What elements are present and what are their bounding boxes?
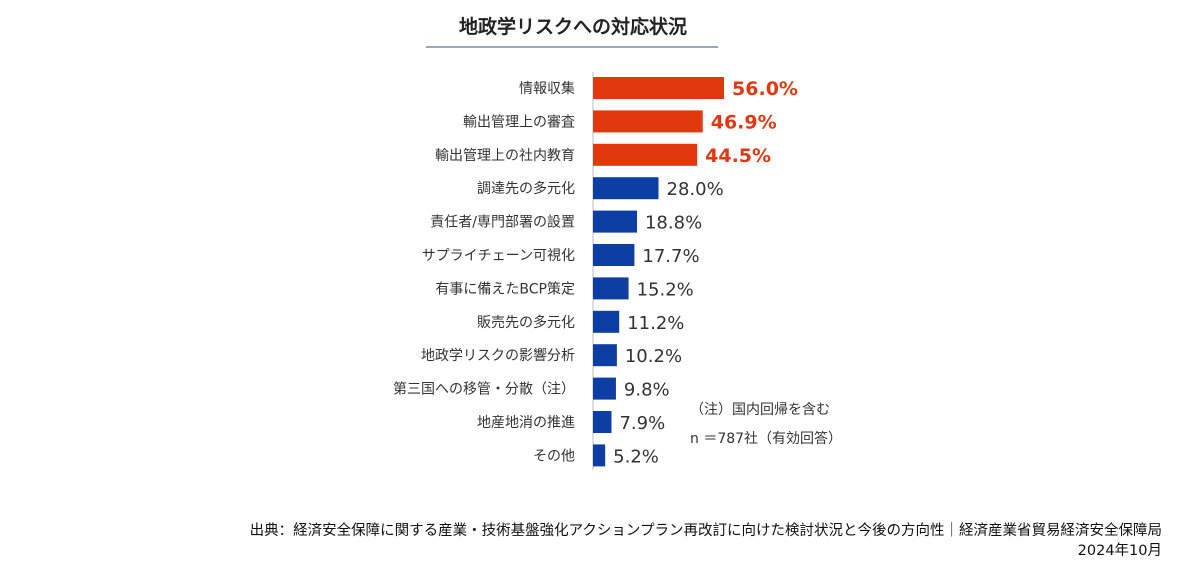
data-label: 28.0% (667, 179, 724, 200)
bar (593, 277, 629, 300)
bar (593, 344, 617, 367)
footnote: （注）国内回帰を含む (690, 402, 830, 418)
category-label: 輸出管理上の社内教育 (435, 148, 575, 164)
bar (593, 143, 698, 166)
data-label: 9.8% (624, 380, 670, 401)
title-underline (426, 46, 718, 48)
data-label: 11.2% (627, 313, 684, 334)
data-label: 56.0% (732, 78, 798, 100)
category-label: 情報収集 (519, 80, 575, 97)
bar (593, 110, 703, 133)
source-citation: 出典：経済安全保障に関する産業・技術基盤強化アクションプラン再改訂に向けた検討状… (250, 521, 1162, 561)
data-label: 5.2% (613, 446, 659, 467)
bar (593, 377, 616, 400)
category-label: 販売先の多元化 (477, 314, 575, 331)
data-label: 18.8% (645, 213, 702, 234)
category-label: 地産地消の推進 (477, 415, 575, 431)
source-date: 2024年10月 (1077, 543, 1162, 559)
bar (593, 244, 635, 266)
category-label: 有事に備えたBCP策定 (435, 280, 575, 297)
data-label: 15.2% (637, 279, 694, 300)
category-label: 輸出管理上の審査 (463, 114, 575, 130)
sample-size-note: n ＝787社（有効回答） (690, 431, 843, 447)
category-label: 責任者/専門部署の設置 (430, 215, 575, 231)
chart-title: 地政学リスクへの対応状況 (458, 16, 687, 38)
data-label: 17.7% (642, 246, 699, 267)
category-label: 地政学リスクの影響分析 (421, 347, 575, 364)
bar (593, 411, 612, 433)
category-label: サプライチェーン可視化 (422, 248, 575, 264)
data-label: 7.9% (619, 413, 665, 434)
bar (593, 77, 725, 99)
source-text: 出典：経済安全保障に関する産業・技術基盤強化アクションプラン再改訂に向けた検討状… (249, 523, 1162, 539)
bar (593, 210, 637, 233)
data-label: 10.2% (625, 346, 682, 367)
bar (593, 310, 620, 333)
category-label: 調達先の多元化 (477, 180, 575, 197)
bar (593, 177, 659, 200)
data-label: 44.5% (705, 145, 771, 167)
category-label: その他 (533, 448, 575, 464)
bar (593, 444, 606, 467)
category-label: 第三国への移管・分散（注） (393, 381, 575, 398)
data-label: 46.9% (711, 111, 777, 133)
